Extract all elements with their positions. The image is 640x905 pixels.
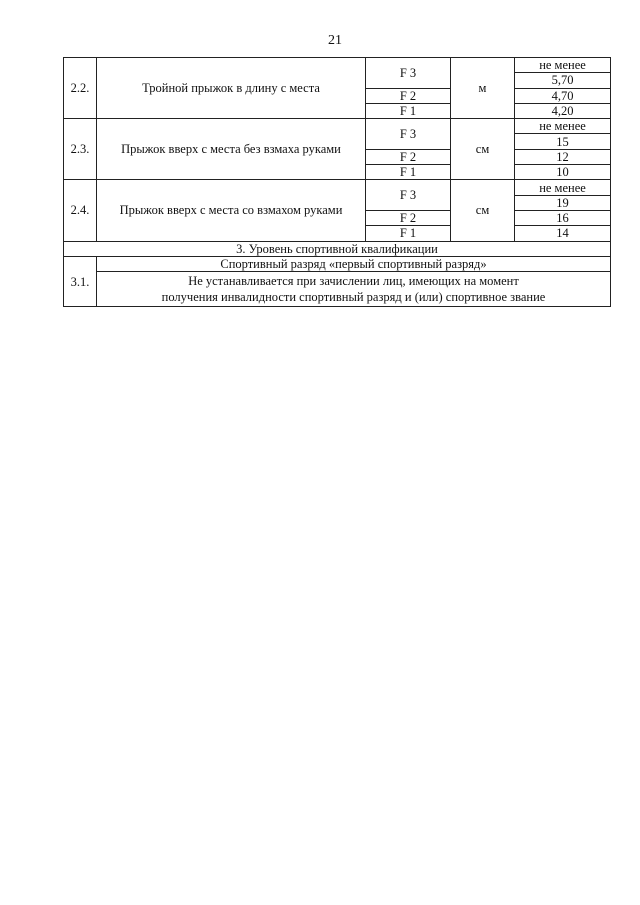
page-number: 21	[328, 33, 342, 48]
value-f1: 10	[514, 164, 611, 181]
table-row: 2.4. Прыжок вверх с места со взмахом рук…	[63, 179, 611, 242]
value-f3: 5,70	[514, 72, 611, 89]
level-f1: F 1	[365, 225, 451, 242]
unit: см	[450, 118, 515, 181]
exercise-name: Тройной прыжок в длину с места	[96, 56, 366, 120]
value-f2: 16	[514, 209, 611, 227]
row-number: 2.2.	[63, 56, 97, 120]
table-row: F 1 4,20	[64, 102, 611, 120]
row-number: 2.3.	[63, 118, 97, 181]
unit: м	[450, 56, 515, 120]
level-f2: F 2	[365, 87, 451, 104]
rank-note-line-2: получения инвалидности спортивный разряд…	[161, 290, 546, 305]
table-row: F 1 10	[64, 164, 611, 181]
exercise-name: Прыжок вверх с места со взмахом руками	[96, 179, 366, 242]
row-number: 3.1.	[63, 255, 97, 308]
level-f3: F 3	[365, 57, 451, 89]
rank-note: Не устанавливается при зачислении лиц, и…	[96, 271, 611, 308]
value-f1: 14	[514, 225, 611, 242]
table-row: 2.2. Тройной прыжок в длину с места F 3 …	[63, 56, 611, 120]
level-f1: F 1	[365, 102, 451, 120]
exercise-name: Прыжок вверх с места без взмаха руками	[96, 118, 366, 181]
section-3-row: 3. Уровень спортивной квалификации	[63, 240, 611, 257]
value-f2: 12	[514, 148, 611, 166]
value-f2: 4,70	[514, 87, 611, 104]
level-f2: F 2	[365, 148, 451, 166]
value-header: не менее	[514, 56, 611, 74]
value-header: не менее	[514, 118, 611, 135]
section-3-title: 3. Уровень спортивной квалификации	[63, 240, 611, 257]
value-f1: 4,20	[514, 102, 611, 120]
standards-table: 2.2. Тройной прыжок в длину с места F 3 …	[63, 56, 611, 308]
sport-rank: Спортивный разряд «первый спортивный раз…	[96, 255, 611, 273]
row-number: 2.4.	[63, 179, 97, 242]
rank-note-line-1: Не устанавливается при зачислении лиц, и…	[188, 274, 519, 289]
value-f3: 19	[514, 194, 611, 211]
level-f3: F 3	[365, 179, 451, 211]
value-f3: 15	[514, 133, 611, 150]
table-row: 2.3. Прыжок вверх с места без взмаха рук…	[63, 118, 611, 181]
row-3-1: 3.1. Спортивный разряд «первый спортивны…	[63, 255, 611, 308]
level-f3: F 3	[365, 118, 451, 150]
table-row: F 2 16	[64, 209, 611, 227]
level-f1: F 1	[365, 164, 451, 181]
unit: см	[450, 179, 515, 242]
level-f2: F 2	[365, 209, 451, 227]
row-3-1-note: Не устанавливается при зачислении лиц, и…	[64, 271, 611, 308]
value-header: не менее	[514, 179, 611, 196]
